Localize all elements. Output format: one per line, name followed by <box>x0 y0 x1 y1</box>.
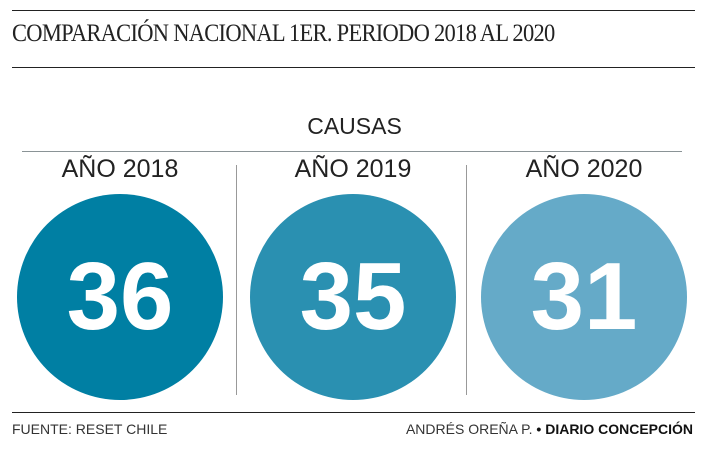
page-title: COMPARACIÓN NACIONAL 1ER. PERIODO 2018 A… <box>12 20 555 47</box>
value-circle: 31 <box>481 194 687 400</box>
year-label: AÑO 2019 <box>294 155 412 183</box>
year-label: AÑO 2020 <box>525 155 643 183</box>
top-rule <box>12 10 695 11</box>
footer-rule <box>12 412 695 413</box>
publication: DIARIO CONCEPCIÓN <box>545 421 693 437</box>
chart-title: CAUSAS <box>307 113 402 139</box>
author: ANDRÉS OREÑA P. <box>405 421 533 437</box>
year-label: AÑO 2018 <box>61 155 179 183</box>
value-circle: 35 <box>250 194 456 400</box>
separator: • <box>536 421 542 437</box>
column-divider <box>236 165 237 395</box>
value-label: 31 <box>530 243 638 350</box>
section-rule <box>22 151 682 152</box>
column-divider <box>466 165 467 395</box>
credit: ANDRÉS OREÑA P. • DIARIO CONCEPCIÓN <box>406 421 693 437</box>
title-rule <box>12 67 695 68</box>
source-note: FUENTE: RESET CHILE <box>12 421 168 437</box>
value-circle: 36 <box>17 194 223 400</box>
value-label: 35 <box>299 243 407 350</box>
value-label: 36 <box>66 243 174 350</box>
